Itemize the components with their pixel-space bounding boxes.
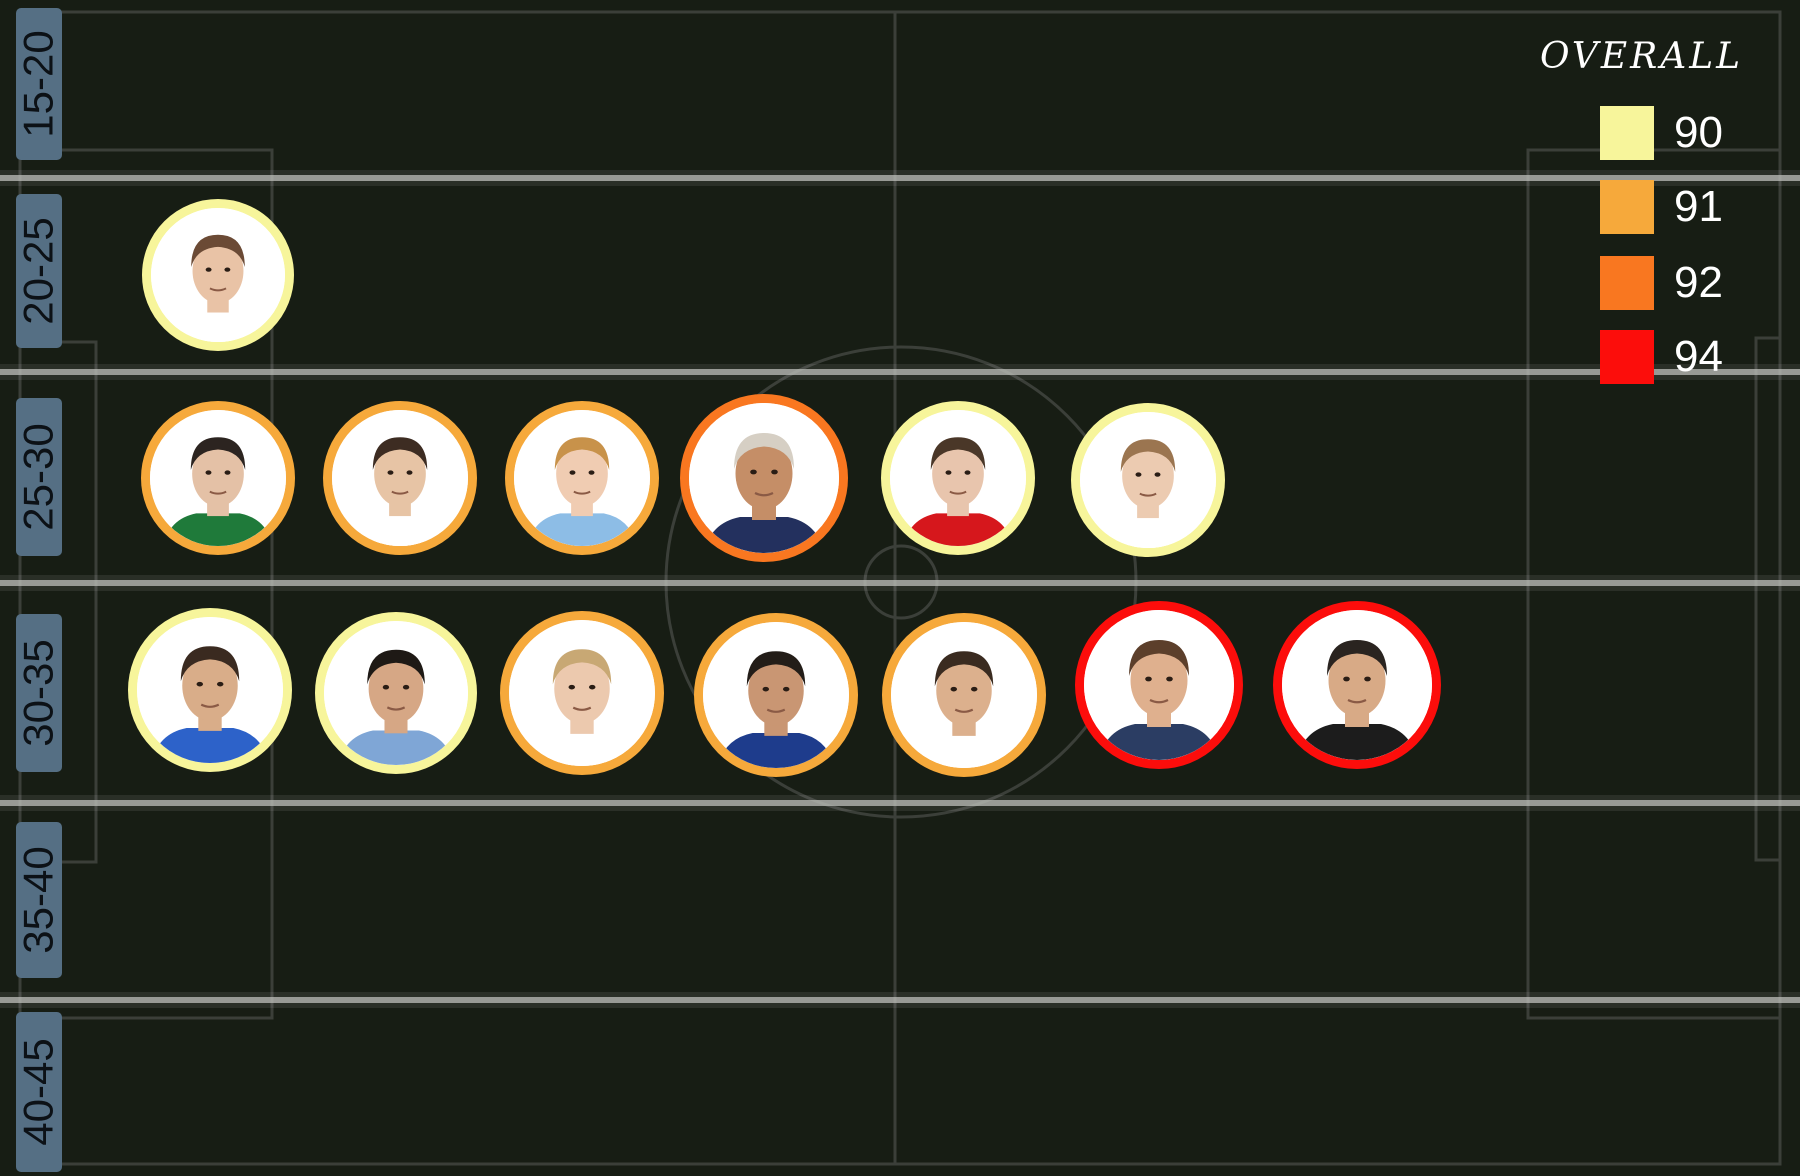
player-marker[interactable] xyxy=(505,401,659,555)
player-marker[interactable] xyxy=(141,401,295,555)
legend-swatch xyxy=(1600,330,1654,384)
player-marker[interactable] xyxy=(1071,403,1225,557)
legend-value: 94 xyxy=(1674,332,1723,381)
player-marker[interactable] xyxy=(882,613,1046,777)
age-group-label: 25-30 xyxy=(15,398,63,556)
legend-title: OVERALL xyxy=(1540,36,1744,77)
player-portrait-icon xyxy=(1080,412,1216,548)
age-group-label: 20-25 xyxy=(15,194,63,348)
player-portrait-icon xyxy=(891,622,1037,768)
player-marker[interactable] xyxy=(323,401,477,555)
legend-swatch xyxy=(1600,180,1654,234)
age-group-text: 40-45 xyxy=(15,1038,63,1146)
legend-value: 91 xyxy=(1674,182,1723,231)
player-portrait-icon xyxy=(324,621,468,765)
player-marker[interactable] xyxy=(694,613,858,777)
age-group-text: 35-40 xyxy=(15,846,63,954)
player-portrait-icon xyxy=(514,410,650,546)
player-portrait-icon xyxy=(689,403,839,553)
age-group-label: 35-40 xyxy=(15,822,63,978)
player-marker[interactable] xyxy=(142,199,294,351)
player-marker[interactable] xyxy=(128,608,292,772)
player-portrait-icon xyxy=(703,622,849,768)
age-group-text: 25-30 xyxy=(15,423,63,531)
player-marker[interactable] xyxy=(881,401,1035,555)
age-group-text: 20-25 xyxy=(15,217,63,325)
player-marker[interactable] xyxy=(1273,601,1441,769)
legend-swatch xyxy=(1600,256,1654,310)
player-portrait-icon xyxy=(150,410,286,546)
age-group-label: 15-20 xyxy=(15,8,63,160)
legend-value: 90 xyxy=(1674,108,1723,157)
player-portrait-icon xyxy=(151,208,285,342)
player-portrait-icon xyxy=(332,410,468,546)
age-group-label: 30-35 xyxy=(15,614,63,772)
player-marker[interactable] xyxy=(500,611,664,775)
legend-swatch xyxy=(1600,106,1654,160)
age-group-text: 30-35 xyxy=(15,639,63,747)
player-marker[interactable] xyxy=(1075,601,1243,769)
age-group-text: 15-20 xyxy=(15,30,63,138)
age-group-label: 40-45 xyxy=(15,1012,63,1172)
player-portrait-icon xyxy=(890,410,1026,546)
player-portrait-icon xyxy=(1282,610,1432,760)
player-marker[interactable] xyxy=(315,612,477,774)
player-portrait-icon xyxy=(509,620,655,766)
player-marker[interactable] xyxy=(680,394,848,562)
legend-value: 92 xyxy=(1674,258,1723,307)
player-portrait-icon xyxy=(1084,610,1234,760)
player-portrait-icon xyxy=(137,617,283,763)
